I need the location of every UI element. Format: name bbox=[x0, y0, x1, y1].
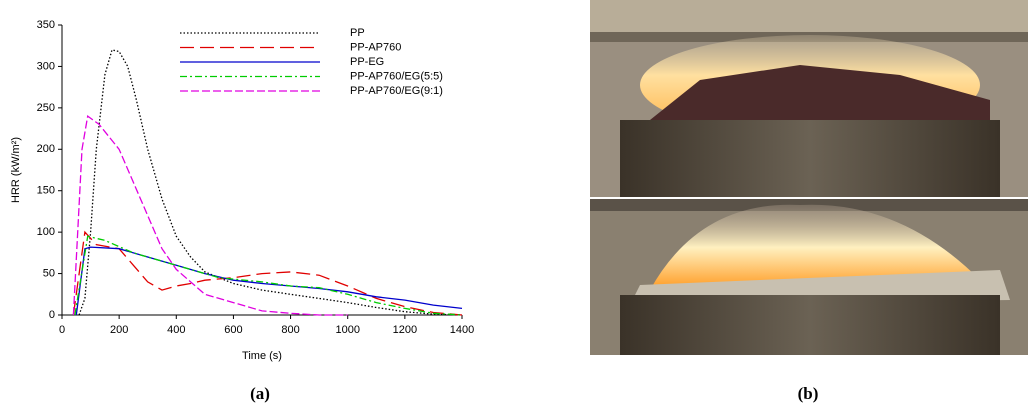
legend-label: PP-AP760/EG(5:5) bbox=[350, 70, 443, 82]
x-tick-label: 0 bbox=[59, 324, 65, 336]
y-tick-label: 100 bbox=[37, 226, 55, 238]
x-axis-label: Time (s) bbox=[242, 350, 282, 362]
series-line bbox=[72, 230, 463, 316]
y-tick-label: 0 bbox=[49, 309, 55, 321]
legend-label: PP-EG bbox=[350, 56, 384, 68]
x-tick-label: 200 bbox=[110, 324, 128, 336]
y-tick-label: 350 bbox=[37, 19, 55, 31]
x-tick-label: 1400 bbox=[450, 324, 474, 336]
legend-label: PP-AP760/EG(9:1) bbox=[350, 85, 443, 97]
series-line bbox=[75, 246, 463, 316]
x-tick-label: 600 bbox=[224, 324, 242, 336]
y-tick-label: 300 bbox=[37, 60, 55, 72]
legend-label: PP bbox=[350, 27, 365, 39]
series-line bbox=[74, 235, 463, 316]
x-tick-label: 400 bbox=[167, 324, 185, 336]
y-tick-label: 50 bbox=[43, 267, 55, 279]
y-axis-label: HRR (kW/m²) bbox=[10, 137, 22, 203]
y-tick-label: 250 bbox=[37, 102, 55, 114]
x-tick-label: 1200 bbox=[393, 324, 417, 336]
x-tick-label: 1000 bbox=[335, 324, 359, 336]
photo bbox=[590, 0, 1028, 355]
panel-label: (a) bbox=[250, 384, 270, 403]
series-line bbox=[72, 114, 348, 316]
y-tick-label: 200 bbox=[37, 143, 55, 155]
x-tick-label: 800 bbox=[281, 324, 299, 336]
series-line bbox=[78, 49, 463, 316]
y-tick-label: 150 bbox=[37, 185, 55, 197]
panel-label: (b) bbox=[798, 384, 819, 403]
legend-label: PP-AP760 bbox=[350, 41, 401, 53]
